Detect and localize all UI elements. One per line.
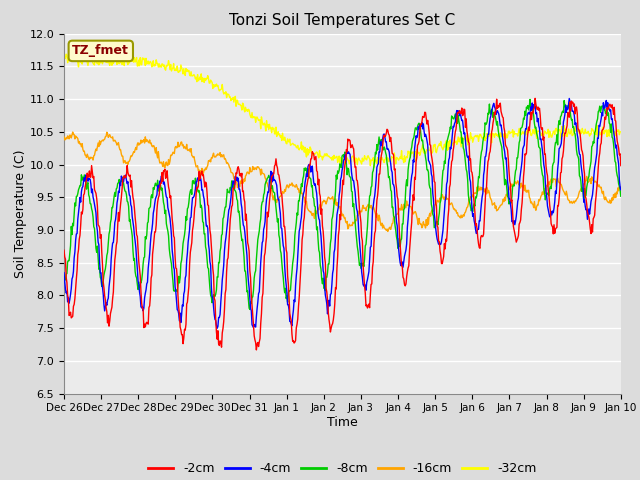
Legend: -2cm, -4cm, -8cm, -16cm, -32cm: -2cm, -4cm, -8cm, -16cm, -32cm: [143, 457, 541, 480]
Y-axis label: Soil Temperature (C): Soil Temperature (C): [13, 149, 27, 278]
Title: Tonzi Soil Temperatures Set C: Tonzi Soil Temperatures Set C: [229, 13, 456, 28]
X-axis label: Time: Time: [327, 416, 358, 429]
Text: TZ_fmet: TZ_fmet: [72, 44, 129, 58]
